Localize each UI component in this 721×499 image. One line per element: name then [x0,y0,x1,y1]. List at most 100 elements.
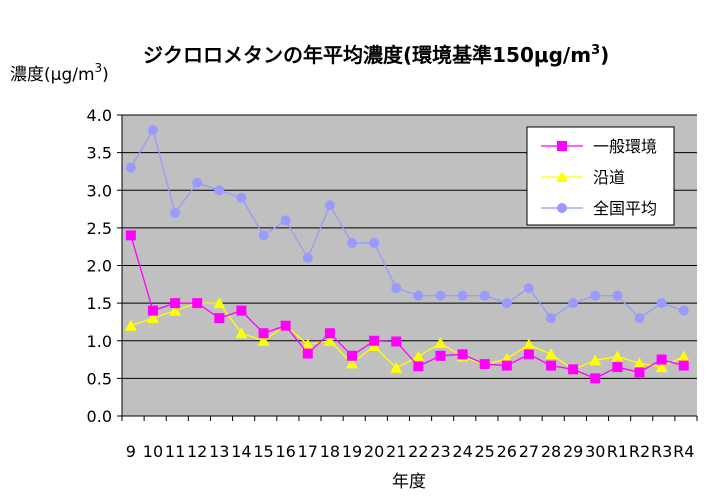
y-tick-label: 3.0 [87,181,112,200]
x-tick-label: 22 [408,442,428,461]
data-point [523,349,534,360]
y-tick-label: 4.0 [87,106,112,125]
x-tick-label: 28 [541,442,561,461]
x-tick-label: 27 [519,442,539,461]
x-tick-label: 21 [386,442,406,461]
y-tick-label: 1.0 [87,332,112,351]
legend-marker [556,171,568,182]
legend-marker [557,203,567,213]
data-point [369,237,380,248]
x-tick-label: R3 [651,442,672,461]
x-tick-label: 26 [497,442,517,461]
data-point [170,298,181,309]
data-point [146,312,159,324]
x-tick-label: 29 [563,442,583,461]
legend-box [526,126,675,226]
x-tick-label: 14 [231,442,251,461]
x-tick-label: 17 [298,442,318,461]
data-point [347,350,357,361]
data-point [634,313,645,324]
data-point [214,185,225,196]
data-point [479,359,490,370]
x-tick-label: 12 [187,442,207,461]
data-point [568,364,579,375]
data-point [346,357,358,369]
data-point [522,338,535,350]
x-tick-label: 24 [452,442,472,461]
x-tick-label: 16 [275,442,295,461]
legend-label: 一般環境 [593,137,657,156]
data-point [413,361,424,372]
data-point [214,313,225,324]
y-tick-label: 1.5 [87,294,112,313]
data-point [391,283,402,294]
x-tick-label: 23 [430,442,450,461]
data-point [655,361,668,373]
data-point [280,320,291,331]
data-point [301,338,314,350]
series-2 [125,125,689,324]
data-point [656,298,667,309]
data-point [236,305,247,316]
x-tick-label: R4 [673,442,694,461]
x-tick-label: 13 [209,442,229,461]
x-tick-label: 11 [165,442,185,461]
x-tick-labels: 9 10 11 12 13 14 15 16 17 18 19 20 21 22 23 24 25 26 27 28 2… [126,442,695,461]
x-tick-label: 9 [126,442,136,461]
data-point [236,192,247,203]
data-point [413,290,424,301]
data-point [590,373,601,384]
data-point [169,304,182,316]
data-point [258,328,269,339]
data-point [257,334,270,346]
data-point [678,360,689,371]
y-tick-label: 0.5 [87,369,112,388]
data-point [501,298,512,309]
data-point [192,177,203,188]
x-tick-label: 18 [320,442,340,461]
data-point [323,334,336,346]
series-layer [124,125,690,384]
x-axis-label: 年度 [392,472,426,492]
data-point [457,349,468,360]
data-point [633,357,646,369]
data-point [612,290,623,301]
data-point [568,298,579,309]
legend-marker [557,141,567,151]
data-point [390,361,403,373]
y-tick-label: 2.5 [87,219,112,238]
data-point [677,350,690,362]
data-point [324,328,335,339]
data-point [280,215,291,226]
data-point [523,283,534,294]
data-point [192,298,203,309]
data-point [435,290,446,301]
data-point [125,162,136,173]
x-tick-label: R2 [629,442,650,461]
legend-label: 全国平均 [593,199,657,218]
data-point [545,348,558,360]
data-point [147,125,158,136]
data-point [479,290,490,301]
data-point [434,337,447,349]
legend-label: 沿道 [593,168,625,187]
data-point [611,350,624,362]
axes [121,115,698,421]
data-point [235,327,248,339]
x-tick-label: 10 [143,442,163,461]
data-point [147,305,158,316]
y-tick-label: 0.0 [87,407,112,426]
data-point [170,207,181,218]
x-tick-label: 19 [342,442,362,461]
data-point [124,319,137,331]
data-point [589,354,602,366]
chart-title: ジクロロメタンの年平均濃度(環境基準150μg/m3) [143,43,609,67]
data-point [324,200,335,211]
data-point [302,348,313,359]
data-point [347,237,357,248]
x-tick-label: 25 [475,442,495,461]
data-point [457,290,468,301]
y-tick-label: 2.0 [87,257,112,276]
